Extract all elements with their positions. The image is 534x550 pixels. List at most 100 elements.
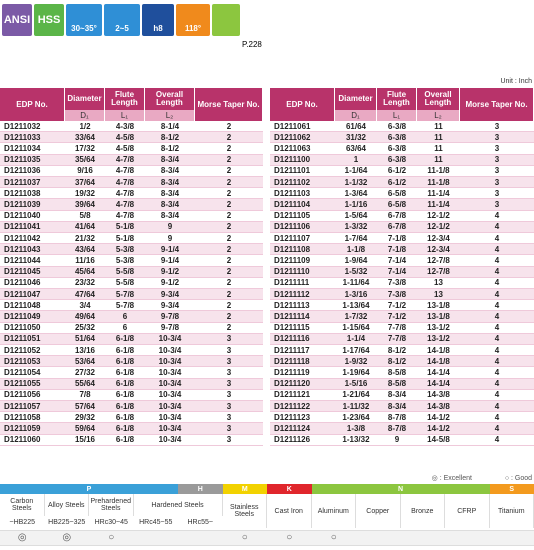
material-sub: HRc30~45 [94,518,128,526]
cell: 1-1/8 [346,244,366,254]
material-sub: HRc45~55 [139,518,173,526]
cell: D1211039 [4,199,41,209]
table-row [270,434,534,446]
cell: 8-3/4 [160,211,180,221]
cell: 1-1/16 [344,199,368,209]
cell: 5-7/8 [115,300,135,310]
cell: 8-1/2 [387,356,407,366]
legend-item: ◎ : Excellent [431,474,472,482]
table-row [270,322,534,334]
cell: 4-3/8 [115,121,135,131]
column-subheader: D₁ [335,110,377,121]
table-row [270,132,534,144]
table-row [270,333,534,345]
legend-item: ○ : Good [504,474,532,482]
cell: 14-1/4 [427,367,450,377]
cell: 11-1/8 [427,177,450,187]
cell: 7-1/8 [387,233,407,243]
table-row [0,154,263,166]
cell: 1-9/64 [344,255,368,265]
table-row [0,311,263,323]
cell: 3 [226,356,232,366]
material-group: S [489,484,534,494]
badge: HSS [34,4,64,36]
table-row [270,255,534,267]
cell: 1-3/32 [344,222,368,232]
cell: 2 [226,132,232,142]
material-name: Hardened Steels [133,494,223,516]
cell: 4-7/8 [115,177,135,187]
table-row [0,221,263,233]
cell: D1211047 [4,289,41,299]
cell: 2 [226,300,232,310]
cell: 7/8 [79,390,91,400]
cell: 9-7/8 [160,311,180,321]
cell: 10-3/4 [158,423,182,433]
table-row [270,345,534,357]
material-name: Alloy Steels [44,494,89,516]
cell: 13-1/8 [427,300,450,310]
cell: 4 [494,412,500,422]
cell: 3 [494,166,500,176]
cell: 3 [226,367,232,377]
cell: 9-1/4 [160,255,180,265]
cell: D1211059 [4,423,41,433]
table-row [270,423,534,435]
cell: D1211109 [274,255,311,265]
cell: 10-3/4 [158,345,182,355]
column-subheader: D₁ [65,110,105,121]
cell: D1211038 [4,188,41,198]
material-name: Carbon Steels [0,494,45,516]
rating: ○ [241,532,248,543]
cell: 5-3/8 [115,244,135,254]
cell: 3 [226,345,232,355]
cell: 2 [226,289,232,299]
cell: D1211114 [274,311,310,321]
cell: D1211035 [4,155,41,165]
cell: 6-7/8 [387,211,407,221]
cell: D1211103 [274,188,311,198]
cell: 3 [226,401,232,411]
material-sub: HB225~325 [48,518,86,526]
cell: 55/64 [74,379,96,389]
cell: 7-7/8 [387,334,407,344]
cell: 13-1/2 [427,323,450,333]
column-subheader: L₁ [105,110,145,121]
cell: 13-1/2 [427,334,450,344]
cell: 10-3/4 [158,334,182,344]
cell: 4 [494,379,500,389]
cell: 4-7/8 [115,166,135,176]
cell: 6 [122,311,128,321]
cell: 3 [494,177,500,187]
column-header: Flute Length [377,88,417,110]
cell: 4 [494,390,500,400]
table-row [270,389,534,401]
cell: D1211106 [274,222,311,232]
cell: 4 [494,423,500,433]
cell: 8-1/4 [160,121,180,131]
cell: 4 [494,255,500,265]
cell: 5-5/8 [115,278,135,288]
cell: 19/32 [74,188,96,198]
table-row [270,177,534,189]
table-row [0,300,263,312]
cell: 49/64 [74,311,96,321]
cell: 4 [494,222,500,232]
cell: D1211042 [4,233,41,243]
cell: 3 [494,188,500,198]
cell: 9 [167,233,173,243]
cell: 9-1/4 [160,244,180,254]
cell: 1-11/64 [342,278,370,288]
table-row [0,389,263,401]
cell: D1211060 [4,435,41,445]
cell: 10-3/4 [158,379,182,389]
cell: D1211117 [274,345,310,355]
table-row [270,121,534,133]
cell: D1211116 [274,334,310,344]
cell: 2 [226,121,232,131]
cell: 6-1/8 [115,390,135,400]
rating: ○ [330,532,337,543]
cell: 4 [494,211,500,221]
cell: 14-3/8 [427,401,450,411]
cell: 7-3/8 [387,278,407,288]
